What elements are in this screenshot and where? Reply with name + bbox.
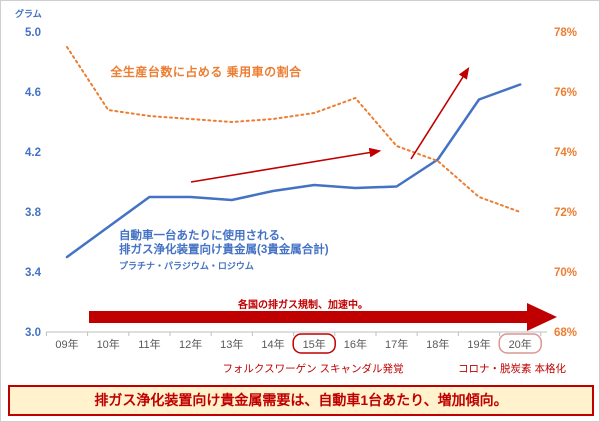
blue-series-label-line2: 排ガス浄化装置向け貴金属(3貴金属合計) bbox=[119, 244, 329, 256]
x-tick-label: 12年 bbox=[179, 337, 202, 351]
y-right-tick-label: 68% bbox=[554, 327, 577, 339]
x-tick-label: 10年 bbox=[97, 337, 120, 351]
orange-series-title: 全生産台数に占める 乗用車の割合 bbox=[110, 65, 302, 79]
x-tick-label: 11年 bbox=[138, 337, 160, 351]
x-tick-label: 14年 bbox=[261, 337, 284, 351]
y-left-tick-label: 4.2 bbox=[25, 147, 41, 159]
blue-series-label: 自動車一台あたりに使用される、 排ガス浄化装置向け貴金属(3貴金属合計) プラチ… bbox=[119, 229, 329, 273]
highlight-year-box bbox=[292, 333, 336, 354]
x-tick-label: 09年 bbox=[55, 337, 78, 351]
regulation-arrow-label: 各国の排ガス規制、加速中。 bbox=[238, 300, 368, 311]
summary-banner: 排ガス浄化装置向け貴金属需要は、自動車1台あたり、増加傾向。 bbox=[8, 385, 594, 416]
y-left-axis-unit: グラム bbox=[15, 9, 42, 19]
blue-series-label-line1: 自動車一台あたりに使用される、 bbox=[119, 230, 292, 242]
y-left-tick-label: 5.0 bbox=[25, 27, 41, 39]
y-right-tick-label: 70% bbox=[554, 267, 577, 279]
blue-series-label-line3: プラチナ・パラジウム・ロジウム bbox=[119, 261, 254, 271]
x-tick-label: 17年 bbox=[385, 337, 408, 351]
corona-note: コロナ・脱炭素 本格化 bbox=[458, 363, 566, 375]
y-left-tick-label: 3.0 bbox=[25, 327, 41, 339]
vw-scandal-note: フォルクスワーゲン スキャンダル発覚 bbox=[222, 363, 404, 375]
y-left-tick-label: 4.6 bbox=[25, 87, 41, 99]
y-left-tick-label: 3.4 bbox=[25, 267, 42, 279]
x-tick-label: 13年 bbox=[220, 337, 243, 351]
x-tick-label: 16年 bbox=[344, 337, 367, 351]
orange-series-line bbox=[66, 46, 522, 213]
trend-arrow-1 bbox=[190, 147, 382, 183]
y-right-tick-label: 78% bbox=[554, 27, 577, 39]
chart-canvas: 5.0 4.6 4.2 3.8 3.4 3.0 78% 76% 74% 72% 70% 68% 09年 1… bbox=[25, 27, 577, 354]
trend-arrow-2 bbox=[410, 66, 470, 160]
y-right-tick-label: 74% bbox=[554, 147, 577, 159]
highlight-year-box bbox=[498, 333, 542, 354]
x-tick-label: 20年 bbox=[509, 337, 532, 351]
x-tick-label: 19年 bbox=[467, 337, 490, 351]
x-tick-label: 18年 bbox=[426, 337, 449, 351]
y-right-tick-label: 76% bbox=[554, 87, 577, 99]
x-tick-label: 15年 bbox=[303, 337, 326, 351]
y-left-tick-label: 3.8 bbox=[25, 207, 42, 219]
regulation-arrow bbox=[89, 303, 557, 331]
y-right-tick-label: 72% bbox=[554, 207, 577, 219]
blue-series-line bbox=[65, 83, 522, 259]
